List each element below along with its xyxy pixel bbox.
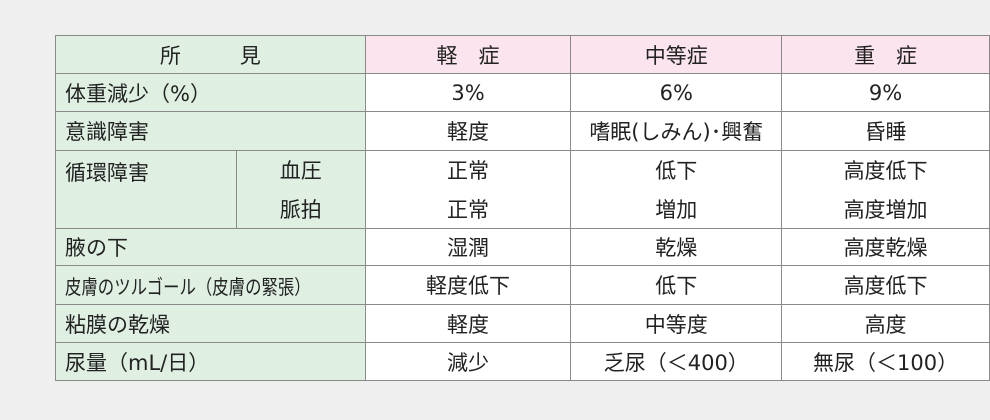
cell-mild: 正常: [364, 189, 572, 229]
cell-severe: 高度低下: [781, 150, 990, 190]
cell-severe: 9%: [781, 73, 990, 112]
cell-moderate: 低下: [570, 265, 783, 305]
cell-moderate: 中等度: [570, 304, 783, 343]
header-findings: 所 見: [55, 35, 366, 74]
cell-severe: 高度: [781, 304, 990, 343]
row-label: 尿量（mL/日）: [55, 342, 366, 381]
row-label-cell: 皮膚のツルゴール（皮膚の緊張）: [55, 265, 366, 305]
sub-label-blood-pressure: 血圧: [235, 150, 366, 190]
header-row: 所 見 軽 症 中等症 重 症: [55, 35, 990, 74]
cell-severe: 高度増加: [781, 189, 990, 229]
dehydration-severity-table: 所 見 軽 症 中等症 重 症 体重減少（%） 3% 6% 9% 意識障害 軽度…: [55, 35, 990, 381]
cell-moderate: 6%: [570, 73, 783, 112]
sub-label-pulse: 脈拍: [235, 189, 366, 229]
cell-severe: 高度低下: [781, 265, 990, 305]
cell-severe: 高度乾燥: [781, 228, 990, 266]
row-label: 粘膜の乾燥: [55, 304, 366, 343]
table-row: 腋の下 湿潤 乾燥 高度乾燥: [55, 228, 990, 266]
table-row: 粘膜の乾燥 軽度 中等度 高度: [55, 304, 990, 343]
header-mild: 軽 症: [364, 35, 572, 74]
table-row: 皮膚のツルゴール（皮膚の緊張） 軽度低下 低下 高度低下: [55, 265, 990, 305]
cell-severe: 昏睡: [781, 111, 990, 151]
table-row: 循環障害 血圧 正常 低下 高度低下: [55, 150, 990, 229]
cell-mild: 湿潤: [364, 228, 572, 266]
row-label: 体重減少（%）: [55, 73, 366, 112]
header-severe: 重 症: [781, 35, 990, 74]
cell-moderate: 低下: [570, 150, 783, 190]
row-label: 皮膚のツルゴール（皮膚の緊張）: [65, 274, 311, 299]
table-row: 意識障害 軽度 嗜眠(しみん)･興奮 昏睡: [55, 111, 990, 151]
cell-moderate: 乾燥: [570, 228, 783, 266]
cell-mild: 3%: [364, 73, 572, 112]
cell-mild: 軽度: [364, 111, 572, 151]
cell-mild: 軽度低下: [364, 265, 572, 305]
row-label-circulatory: 循環障害: [55, 150, 237, 229]
cell-moderate: 乏尿（＜400）: [570, 342, 783, 381]
row-label: 腋の下: [55, 228, 366, 266]
cell-mild: 軽度: [364, 304, 572, 343]
cell-moderate: 増加: [570, 189, 783, 229]
table-row: 体重減少（%） 3% 6% 9%: [55, 73, 990, 112]
cell-mild: 正常: [364, 150, 572, 190]
header-moderate: 中等症: [570, 35, 783, 74]
cell-mild: 減少: [364, 342, 572, 381]
table-row: 尿量（mL/日） 減少 乏尿（＜400） 無尿（＜100）: [55, 342, 990, 381]
cell-severe: 無尿（＜100）: [781, 342, 990, 381]
row-label: 意識障害: [55, 111, 366, 151]
cell-moderate: 嗜眠(しみん)･興奮: [570, 111, 783, 151]
